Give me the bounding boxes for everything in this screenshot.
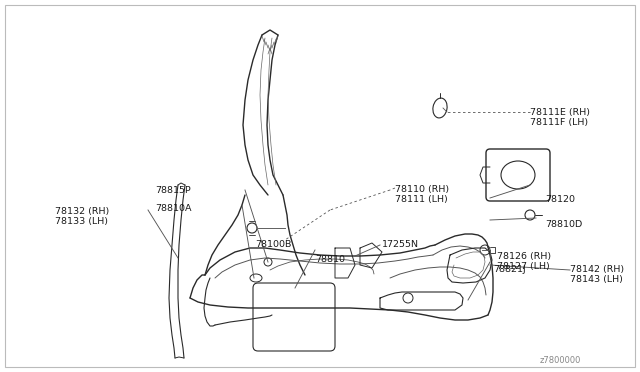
Text: 17255N: 17255N bbox=[382, 240, 419, 249]
Text: 78100B: 78100B bbox=[255, 240, 291, 249]
Text: 78815P: 78815P bbox=[155, 186, 191, 195]
Text: 78120: 78120 bbox=[545, 195, 575, 204]
Text: 78810A: 78810A bbox=[155, 204, 191, 213]
Text: 78110 (RH)
78111 (LH): 78110 (RH) 78111 (LH) bbox=[395, 185, 449, 204]
Text: 78810: 78810 bbox=[315, 255, 345, 264]
Text: z7800000: z7800000 bbox=[540, 356, 581, 365]
Text: 78810D: 78810D bbox=[545, 220, 582, 229]
Text: 78111E (RH)
78111F (LH): 78111E (RH) 78111F (LH) bbox=[530, 108, 590, 127]
Text: 78142 (RH)
78143 (LH): 78142 (RH) 78143 (LH) bbox=[570, 265, 624, 285]
Text: 78132 (RH)
78133 (LH): 78132 (RH) 78133 (LH) bbox=[55, 207, 109, 227]
Text: 78126 (RH)
78127 (LH): 78126 (RH) 78127 (LH) bbox=[497, 252, 551, 272]
Text: 78821J: 78821J bbox=[493, 265, 525, 274]
